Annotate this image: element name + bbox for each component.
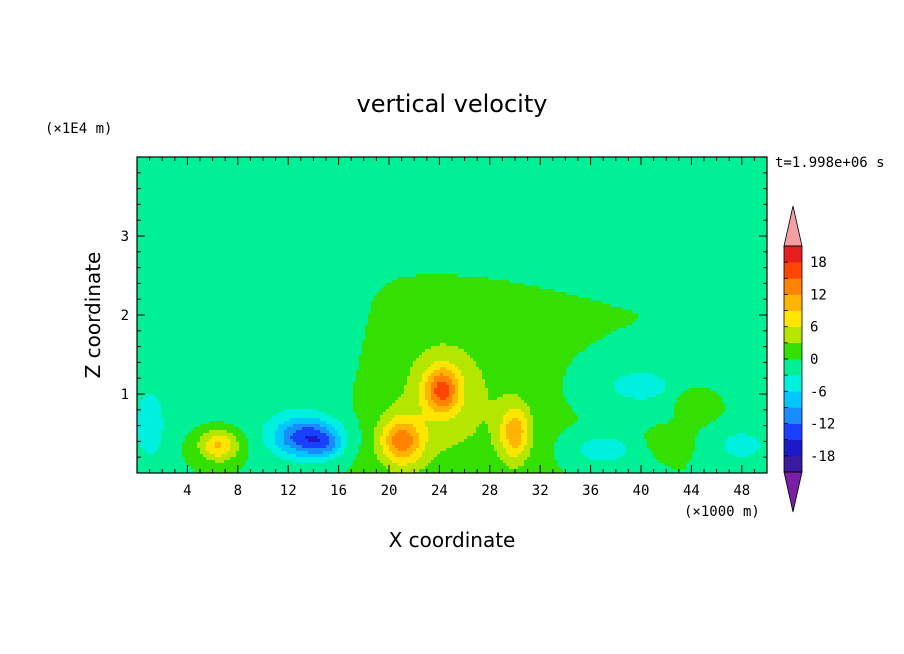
colorbar-bin <box>784 391 802 408</box>
colorbar-over-arrow <box>783 205 803 247</box>
x-tick-label: 12 <box>280 483 297 499</box>
y-tick-label: 2 <box>121 308 129 324</box>
colorbar-tick-label: -18 <box>810 449 835 465</box>
colorbar-bin <box>784 326 802 344</box>
colorbar-bin <box>784 375 802 392</box>
x-axis-label: X coordinate <box>389 528 516 552</box>
x-tick-label: 4 <box>183 483 191 499</box>
colorbar-bin <box>784 359 802 376</box>
colorbar-bin <box>784 342 802 360</box>
colorbar-bin <box>784 246 802 263</box>
colorbar-tick-label: 18 <box>810 255 827 271</box>
colorbar-tick-label: -12 <box>810 417 835 433</box>
colorbar-under-arrow <box>783 471 803 513</box>
x-unit-label: (×1000 m) <box>684 504 760 520</box>
y-unit-label: (×1E4 m) <box>45 121 112 137</box>
colorbar-bin <box>784 262 802 279</box>
x-tick-label: 36 <box>582 483 599 499</box>
colorbar-bin <box>784 423 802 441</box>
x-tick-label: 40 <box>633 483 650 499</box>
y-tick-label: 1 <box>121 387 129 403</box>
colorbar-bin <box>784 310 802 328</box>
y-tick-label: 3 <box>121 229 129 245</box>
colorbar-tick-label: 12 <box>810 287 827 303</box>
colorbar-bin <box>784 455 802 473</box>
colorbar-tick-label: -6 <box>810 384 827 400</box>
x-tick-label: 48 <box>733 483 750 499</box>
heatmap-field <box>137 157 767 473</box>
x-tick-label: 28 <box>481 483 498 499</box>
x-tick-label: 16 <box>330 483 347 499</box>
colorbar-bin <box>784 294 802 311</box>
x-tick-label: 24 <box>431 483 448 499</box>
x-tick-label: 44 <box>683 483 700 499</box>
colorbar-bin <box>784 439 802 457</box>
y-axis-label: Z coordinate <box>81 252 105 379</box>
colorbar-bin <box>784 407 802 424</box>
x-tick-label: 8 <box>234 483 242 499</box>
x-tick-label: 20 <box>381 483 398 499</box>
colorbar-tick-label: 6 <box>810 320 818 336</box>
x-tick-label: 32 <box>532 483 549 499</box>
chart-title: vertical velocity <box>357 90 548 118</box>
colorbar: 18 12 6 0 -6 -12 -18 <box>783 205 835 513</box>
colorbar-tick-label: 0 <box>810 352 818 368</box>
time-label: t=1.998e+06 s <box>775 155 885 171</box>
colorbar-bin <box>784 278 802 295</box>
